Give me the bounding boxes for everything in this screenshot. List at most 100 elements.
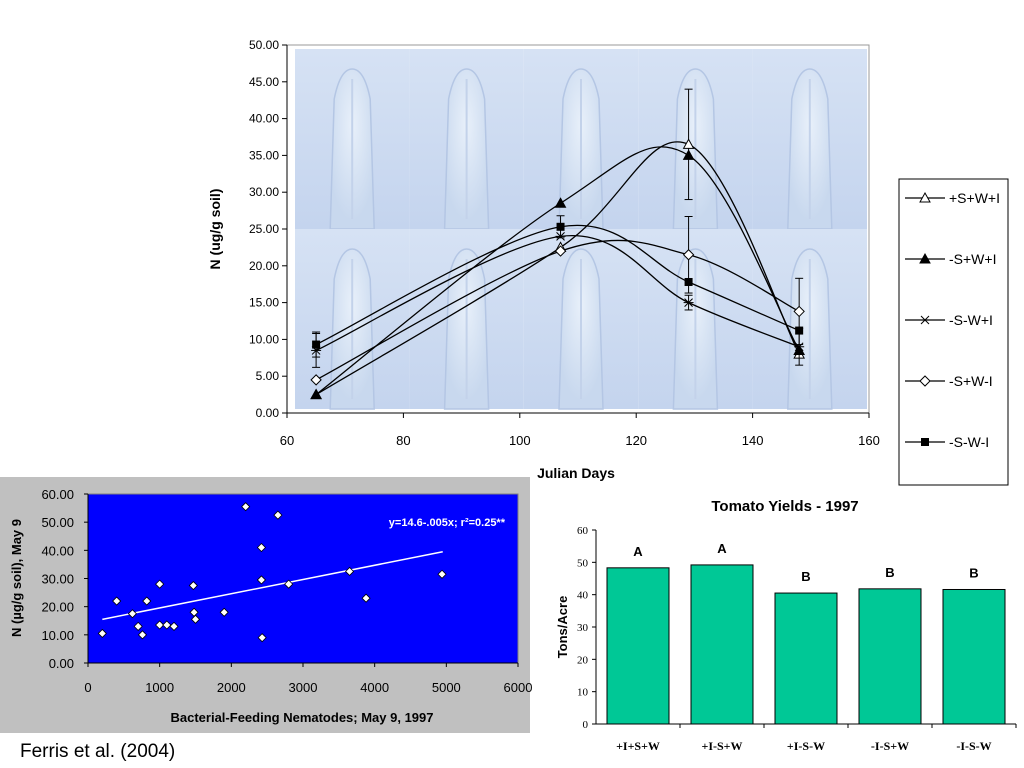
- x-tick-label: +I-S-W: [787, 739, 825, 753]
- y-tick-label: 15.00: [249, 296, 279, 310]
- x-tick-label: 60: [280, 433, 294, 448]
- x-tick-label: 0: [84, 680, 91, 695]
- bar: [858, 588, 922, 725]
- nematode-scatter-chart: 0.00 10.00 20.00 30.00 40.00 50.00 60.00 0 1000 2…: [0, 477, 532, 733]
- trendline: [102, 551, 443, 621]
- series--S-W-I: [312, 215, 804, 358]
- series-line: [315, 234, 800, 352]
- legend-label: -S-W+I: [949, 312, 993, 328]
- y-tick-label: 30.00: [41, 572, 74, 587]
- x-axis-label: Julian Days: [537, 465, 615, 481]
- y-tick-label: 0.00: [256, 406, 280, 420]
- bar-significance-label: B: [801, 569, 810, 584]
- x-tick-label: 4000: [360, 680, 389, 695]
- legend-label: -S-W-I: [949, 434, 989, 450]
- x-tick-label: 120: [625, 433, 647, 448]
- y-tick-label: 50: [577, 557, 589, 569]
- data-marker: [310, 374, 322, 386]
- bars: A A B B B: [606, 541, 1006, 725]
- y-tick-label: 60: [577, 525, 589, 537]
- series-line: [315, 239, 800, 381]
- x-tick-label: -I-S-W: [956, 739, 991, 753]
- nitrogen-line-chart: 0.00 5.00 10.00 15.00 20.00 25.00 30.00 35.00 40…: [207, 38, 1009, 486]
- y-tick-label: 35.00: [249, 148, 279, 162]
- scatter-point: [361, 593, 371, 603]
- scatter-point: [437, 569, 447, 579]
- x-tick-label: 140: [742, 433, 764, 448]
- y-tick-label: 20.00: [41, 600, 74, 615]
- y-tick-label: 40.00: [249, 112, 279, 126]
- x-tick-label: 80: [396, 433, 410, 448]
- x-tick-label: 100: [509, 433, 531, 448]
- y-tick-label: 45.00: [249, 75, 279, 89]
- data-marker: [793, 305, 805, 318]
- x-tick-label: 5000: [432, 680, 461, 695]
- x-tick-label: 160: [858, 433, 880, 448]
- bar: [942, 588, 1006, 725]
- x-tick-label: 2000: [217, 680, 246, 695]
- y-tick-label: 40: [577, 590, 589, 602]
- scatter-point: [273, 510, 283, 520]
- scatter-point: [133, 621, 143, 631]
- data-marker: [554, 245, 567, 257]
- x-tick-label: +I+S+W: [616, 739, 660, 753]
- data-marker: [554, 197, 567, 208]
- y-tick-label: 40.00: [41, 543, 74, 558]
- x-tick-label: 6000: [504, 680, 533, 695]
- nematode-image-background: [295, 49, 867, 410]
- tomato-yield-bar-chart: Tomato Yields - 1997 0 10 20 30 40 50 60 +I+S+W…: [555, 498, 1017, 753]
- bar-significance-label: B: [969, 565, 978, 580]
- marker-stroke: [920, 315, 930, 325]
- bar: [690, 564, 754, 725]
- bar-axes: 0 10 20 30 40 50 60 +I+S+W +I-S+W +I-S-W -I-S+W -I-…: [577, 525, 1017, 753]
- marker-stroke: [684, 298, 693, 307]
- scatter-point: [112, 596, 122, 606]
- series-line: [315, 224, 800, 346]
- y-tick-label: 0: [583, 719, 589, 731]
- line-chart-axes: 0.00 5.00 10.00 15.00 20.00 25.00 30.00 35.00 40…: [249, 38, 880, 448]
- data-marker: [682, 149, 695, 160]
- scatter-points: [97, 502, 447, 643]
- data-marker: [920, 315, 930, 325]
- legend-label: -S+W-I: [949, 373, 993, 389]
- scatter-point: [257, 633, 267, 643]
- data-marker: [682, 249, 695, 261]
- y-tick-label: 0.00: [49, 656, 74, 671]
- bar: [774, 592, 838, 725]
- scatter-axes: 0.00 10.00 20.00 30.00 40.00 50.00 60.00 0 1000 2…: [41, 487, 532, 695]
- y-tick-label: 20: [577, 654, 589, 666]
- scatter-point: [284, 579, 294, 589]
- y-tick-label: 60.00: [41, 487, 74, 502]
- scatter-point: [142, 596, 152, 606]
- y-tick-label: 5.00: [256, 369, 280, 383]
- data-marker: [310, 388, 322, 400]
- scatter-point: [127, 609, 137, 619]
- y-tick-label: 25.00: [249, 222, 279, 236]
- y-tick-label: 20.00: [249, 259, 279, 273]
- data-marker: [683, 298, 694, 307]
- citation: Ferris et al. (2004): [20, 741, 176, 762]
- scatter-point: [155, 620, 165, 630]
- y-axis-label: N (ug/g soil): [207, 189, 223, 270]
- data-marker: [795, 326, 804, 335]
- scatter-point: [188, 580, 198, 591]
- data-marker: [919, 191, 931, 203]
- y-tick-label: 30.00: [249, 185, 279, 199]
- scatter-point: [162, 620, 172, 630]
- scatter-point: [256, 575, 266, 585]
- scatter-point: [219, 607, 229, 617]
- bar: [606, 567, 670, 725]
- x-tick-label: 1000: [145, 680, 174, 695]
- x-tick-label: -I-S+W: [871, 739, 909, 753]
- scatter-point: [137, 630, 148, 640]
- y-tick-label: 10.00: [249, 332, 279, 346]
- y-tick-label: 10: [577, 687, 589, 699]
- y-tick-label: 50.00: [249, 38, 279, 52]
- data-marker: [921, 438, 929, 446]
- data-marker: [684, 277, 693, 286]
- y-tick-label: 30: [577, 622, 589, 634]
- data-marker: [312, 340, 321, 349]
- plot-area: [87, 493, 519, 664]
- scatter-point: [155, 579, 165, 589]
- bar-significance-label: A: [633, 544, 643, 559]
